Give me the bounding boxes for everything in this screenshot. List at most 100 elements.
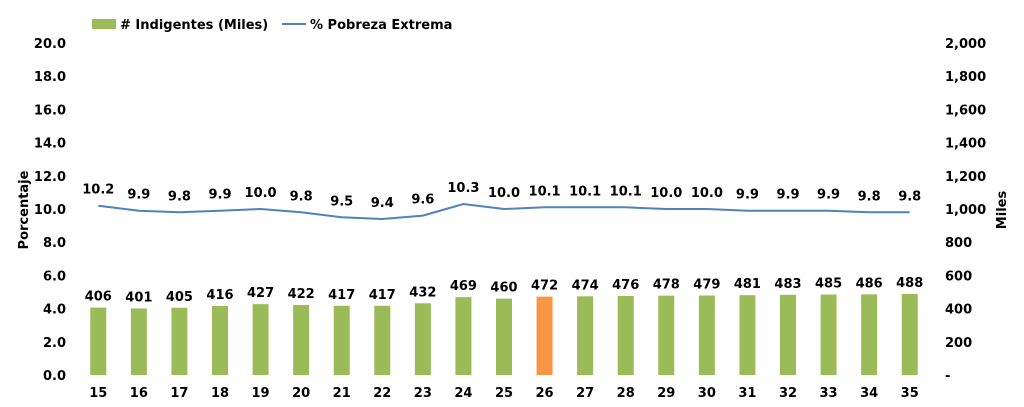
bar-data-label: 474 [572,278,599,293]
y-right-tick-label: 1,800 [945,70,986,85]
bar-data-label: 469 [450,279,477,294]
y-right-tick-label: 1,200 [945,170,986,185]
line-data-label: 9.8 [168,189,191,204]
line-data-label: 10.3 [447,181,479,196]
line-data-label: 10.0 [650,186,682,201]
x-tick-label: 30 [698,386,716,401]
legend-label-line: % Pobreza Extrema [310,18,452,33]
bar [455,297,472,375]
bar-data-label: 417 [369,288,396,303]
bar [90,307,107,375]
y-right-tick-label: 600 [945,269,972,284]
x-tick-label: 22 [373,386,391,401]
x-tick-label: 16 [130,386,148,401]
line-data-label: 10.1 [610,184,642,199]
y-left-tick-label: 2.0 [43,336,66,351]
line-path [98,202,910,221]
x-tick-label: 26 [536,386,554,401]
y-left-tick-label: 4.0 [43,303,66,318]
bar-data-label: 422 [288,287,315,302]
y-left-axis-title: Porcentaje [17,170,32,249]
x-tick-label: 15 [89,386,107,401]
line-data-label: 9.9 [208,188,231,203]
line-data-label: 9.8 [290,189,313,204]
line-data-label: 9.6 [411,193,434,208]
x-tick-label: 35 [901,386,919,401]
line-data-label: 10.1 [569,184,601,199]
bar-data-label: 427 [247,286,274,301]
bar [130,308,147,375]
bar [171,307,188,375]
line-data-label: 9.8 [858,189,881,204]
y-right-tick-label: 1,000 [945,203,986,218]
bar [496,298,512,375]
line-data-label: 9.9 [736,188,759,203]
x-tick-label: 18 [211,386,229,401]
bar-data-label: 483 [774,277,801,292]
x-tick-label: 25 [495,386,513,401]
bar-data-label: 417 [328,288,355,303]
line-series [98,202,910,221]
bar-data-label: 416 [206,288,233,303]
y-right-tick-label: 1,400 [945,137,986,152]
bar [658,295,675,375]
legend: # Indigentes (Miles) % Pobreza Extrema [92,18,452,33]
bar-data-label: 432 [409,285,436,300]
line-data-label: 10.0 [245,186,277,201]
bar-data-label: 401 [125,290,152,305]
bar [739,295,756,375]
legend-label-bar: # Indigentes (Miles) [120,18,268,33]
x-ticks: 15 16 17 18 19 20 21 22 23 24 25 26 27 28 29 30 31 32 33 34… [89,386,919,401]
x-tick-label: 29 [657,386,675,401]
bar-data-label: 472 [531,279,558,294]
y-left-tick-label: 18.0 [34,70,66,85]
bar [698,295,715,375]
bar [780,294,796,375]
bar-data-label: 485 [815,276,842,291]
x-tick-label: 34 [860,386,878,401]
line-labels: 10.2 9.9 9.8 9.9 10.0 9.8 9.5 9.4 9.6 10.3 10.0 10.… [82,181,921,211]
line-data-label: 9.4 [371,196,394,211]
bar-data-label: 406 [85,290,112,305]
y-left-tick-label: 12.0 [34,170,66,185]
bars [90,293,918,375]
bar [293,304,310,375]
x-tick-label: 27 [576,386,594,401]
line-data-label: 10.2 [82,183,114,198]
bar [414,303,431,375]
bar [901,293,918,375]
y-left-ticks: 0.0 2.0 4.0 6.0 8.0 10.0 12.0 14.0 16.0 18.0 20.0 [34,37,66,384]
y-right-tick-label: 1,600 [945,103,986,118]
y-left-tick-label: 10.0 [34,203,66,218]
y-right-tick-label: - [945,369,950,384]
y-right-tick-label: 2,000 [945,37,986,52]
y-left-tick-label: 20.0 [34,37,66,52]
bar-data-label: 479 [693,277,720,292]
legend-swatch-bar [92,19,116,29]
y-left-tick-label: 6.0 [43,269,66,284]
bar [333,305,350,375]
y-left-tick-label: 8.0 [43,236,66,251]
bar [617,295,634,375]
bar-data-label: 405 [166,290,193,305]
bar [577,296,594,375]
x-tick-label: 19 [252,386,270,401]
y-left-tick-label: 0.0 [43,369,66,384]
x-tick-label: 21 [333,386,351,401]
y-right-tick-label: 200 [945,336,972,351]
line-data-label: 9.5 [330,194,353,209]
y-left-tick-label: 14.0 [34,137,66,152]
bar [536,296,553,375]
bar [374,305,391,375]
x-tick-label: 23 [414,386,432,401]
bar-data-label: 476 [612,278,639,293]
line-data-label: 9.9 [817,188,840,203]
bar-data-label: 488 [896,276,923,291]
x-tick-label: 32 [779,386,797,401]
y-right-tick-label: 800 [945,236,972,251]
y-left-tick-label: 16.0 [34,103,66,118]
x-tick-label: 31 [738,386,756,401]
line-data-label: 9.8 [898,189,921,204]
line-data-label: 9.9 [127,188,150,203]
line-data-label: 10.0 [488,186,520,201]
